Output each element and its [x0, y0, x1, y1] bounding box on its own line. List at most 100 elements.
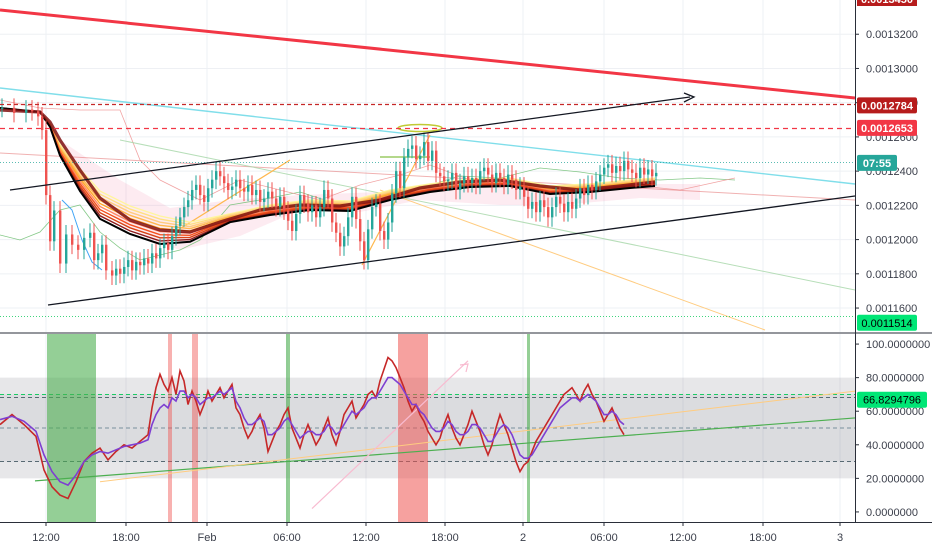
candle-body [475, 177, 478, 185]
candle-body [655, 172, 658, 177]
candle-body [179, 217, 182, 226]
candle-body [235, 179, 238, 187]
price-candles [1, 98, 658, 285]
candle-body [65, 234, 68, 264]
candle-body [159, 248, 162, 259]
candle-body [327, 189, 330, 199]
candle-body [251, 184, 254, 196]
candle-body [467, 176, 470, 184]
candle-body [511, 174, 514, 180]
candle-body [83, 237, 86, 250]
oscillator-guide-line [311, 360, 469, 510]
oscillator-axis-label: 60.0000000 [866, 406, 924, 418]
time-axis-label: 06:00 [273, 532, 301, 544]
candle-body [335, 222, 338, 233]
ribbon-line [0, 107, 656, 246]
candle-body [263, 198, 266, 202]
candle-body [611, 164, 614, 173]
price-tag-label: 0.0012784 [861, 100, 914, 112]
time-axis-label: 12:00 [669, 532, 697, 544]
oscillator-axis[interactable]: 100.0000000 80.0000000 60.0000000 40.000000… [855, 339, 930, 519]
time-axis-label: 18:00 [431, 532, 459, 544]
candle-body [93, 232, 96, 261]
candle-body [399, 171, 402, 189]
candle-body [215, 171, 218, 180]
time-axis[interactable]: 12:00 18:00 Feb 06:00 12:00 18:00 2 06:00 12:00 1… [32, 522, 843, 544]
candle-body [77, 244, 80, 250]
time-axis-label: 18:00 [112, 532, 140, 544]
candle-body [443, 176, 446, 182]
candle-body [291, 220, 294, 232]
candle-body [507, 174, 510, 185]
price-tags: 0.0013450 0.0012784 0.0012653 07:55 0.001151… [857, 0, 927, 408]
price-tag-top-partial-bg [857, 0, 917, 6]
candle-body [279, 196, 282, 208]
arrow-head [459, 363, 469, 373]
oscillator-tag-label: 66.8294796 [863, 395, 921, 407]
candle-body [423, 142, 426, 156]
candle-body [171, 236, 174, 250]
candle-body [255, 189, 258, 196]
signal-highlight-bar [286, 334, 290, 522]
candle-body [227, 183, 230, 190]
signal-highlight-bar [47, 334, 96, 522]
candle-body [211, 179, 214, 189]
price-axis-label: 0.0013200 [866, 29, 918, 41]
candle-body [271, 191, 274, 199]
candle-body [363, 241, 366, 261]
candle-body [359, 219, 362, 242]
candle-body [607, 164, 610, 168]
candle-body [339, 232, 342, 247]
candle-body [531, 201, 534, 209]
candle-body [431, 150, 434, 161]
price-tag-bg [857, 154, 897, 171]
time-axis-label: 12:00 [352, 532, 380, 544]
candle-body [567, 201, 570, 213]
candle-body [355, 196, 358, 220]
candle-body [267, 191, 270, 199]
guide-line [0, 152, 855, 201]
price-tag-label: 0.0011514 [861, 318, 912, 330]
candle-body [71, 234, 74, 245]
candle-body [551, 207, 554, 218]
candle-body [127, 260, 130, 267]
candle-body [41, 116, 44, 131]
candle-body [347, 217, 350, 237]
candle-body [603, 167, 606, 175]
candle-body [375, 203, 378, 208]
candle-body [1, 107, 4, 109]
candle-body [315, 205, 318, 218]
candle-body [207, 188, 210, 202]
candle-body [479, 171, 482, 185]
candle-body [187, 200, 190, 208]
oscillator-red-line [0, 356, 625, 500]
orange-fan-line [177, 159, 291, 231]
price-pane-trendlines [0, 8, 855, 317]
candle-body [455, 172, 458, 190]
candle-body [615, 166, 618, 173]
oscillator-lines [0, 356, 625, 500]
candle-body [383, 231, 386, 240]
candle-body [239, 179, 242, 189]
signal-highlight-bar [527, 334, 530, 522]
candle-body [391, 193, 394, 223]
time-axis-label: 12:00 [32, 532, 60, 544]
candle-body [53, 210, 56, 242]
candle-body [203, 195, 206, 202]
price-tag-bg [857, 97, 917, 114]
candle-body [13, 107, 16, 113]
candle-body [367, 229, 370, 261]
green-guide-line [119, 139, 855, 291]
candle-body [351, 196, 354, 218]
candle-body [499, 172, 502, 178]
candle-body [539, 200, 542, 213]
candle-body [419, 155, 422, 160]
candle-body [319, 207, 322, 218]
candle-body [639, 167, 642, 178]
candle-body [167, 243, 170, 250]
candle-body [599, 174, 602, 182]
blue-line [61, 199, 103, 271]
candle-body [587, 184, 590, 196]
candle-body [195, 184, 198, 190]
